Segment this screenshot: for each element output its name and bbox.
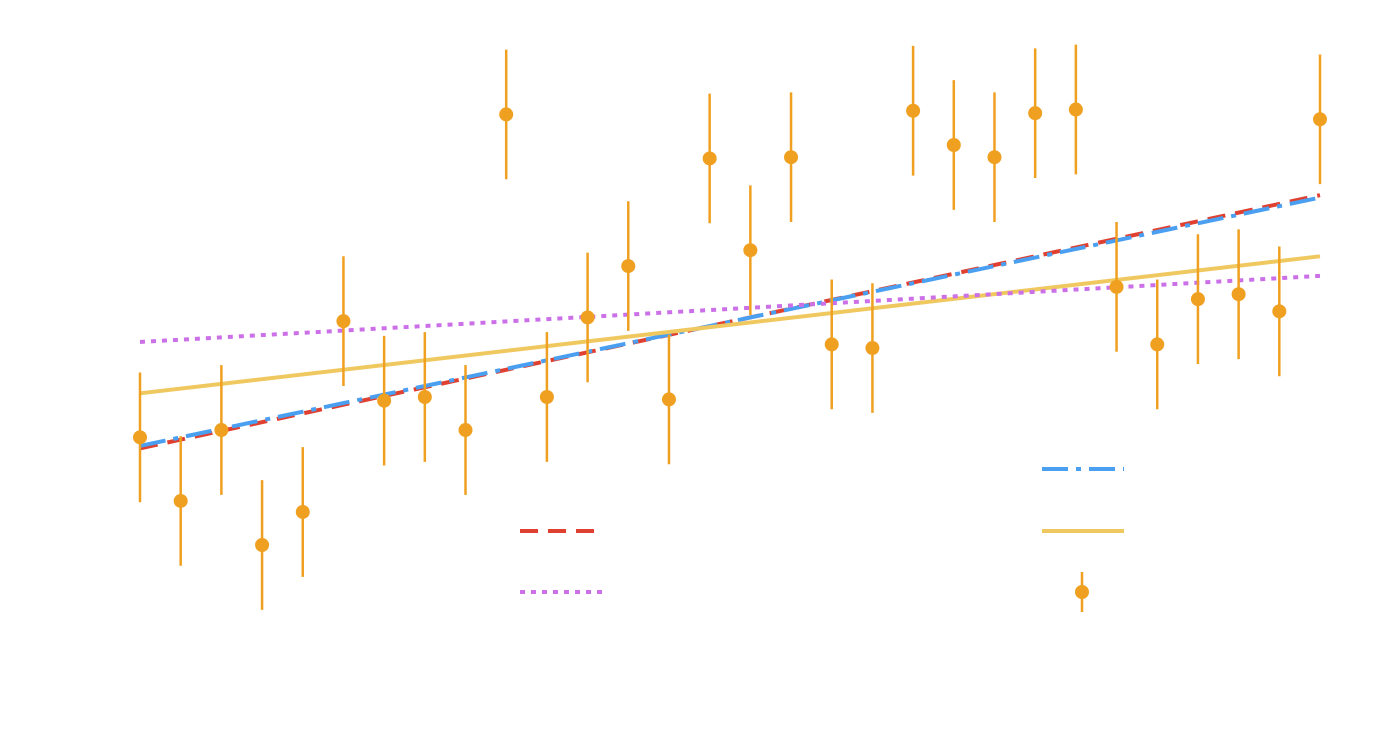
data-point (865, 283, 880, 413)
data-point (580, 252, 595, 383)
data-point (255, 480, 270, 610)
point-marker (743, 243, 758, 258)
data-point (1190, 234, 1205, 364)
point-marker (173, 493, 188, 508)
point-marker (621, 259, 636, 274)
point-marker (539, 389, 554, 404)
data-point (1272, 246, 1287, 377)
point-marker (417, 389, 432, 404)
data-point (1068, 44, 1083, 175)
point-marker (1231, 287, 1246, 302)
point-marker (499, 107, 514, 122)
data-point (1109, 222, 1124, 352)
fit-line-solid (139, 254, 1321, 396)
point-marker (661, 392, 676, 407)
data-point (987, 92, 1002, 223)
data-point (377, 335, 392, 466)
data-point (417, 332, 432, 462)
data-point (214, 365, 229, 495)
fit-line-dashdot (139, 195, 1321, 448)
point-marker (255, 538, 270, 553)
point-marker (906, 103, 921, 118)
data-point (295, 447, 310, 577)
data-point (661, 334, 676, 465)
point-marker (295, 504, 310, 519)
data-point (336, 256, 351, 386)
data-point (743, 185, 758, 316)
point-marker (1028, 106, 1043, 121)
point-marker (987, 150, 1002, 165)
point-marker (377, 393, 392, 408)
point-marker (1068, 102, 1083, 117)
legend-point-marker (1075, 585, 1089, 599)
legend (520, 467, 1124, 612)
point-marker (214, 423, 229, 438)
data-point (1231, 229, 1246, 360)
point-marker (133, 430, 147, 445)
point-marker (1109, 279, 1124, 294)
data-point (133, 372, 147, 503)
data-point (946, 80, 961, 210)
point-marker (580, 310, 595, 325)
data-point (458, 365, 473, 495)
data-point (1313, 54, 1327, 185)
data-point (173, 436, 188, 566)
data-point (702, 93, 717, 224)
data-point (906, 45, 921, 176)
fit-line-dotted (139, 273, 1321, 344)
fit-lines (139, 193, 1321, 451)
point-marker (1313, 112, 1327, 127)
point-marker (946, 137, 961, 152)
data-point (1028, 48, 1043, 179)
data-point (539, 332, 554, 462)
point-marker (702, 151, 717, 166)
data-point (784, 92, 799, 223)
data-points (133, 44, 1327, 610)
point-marker (1150, 337, 1165, 352)
point-marker (1190, 292, 1205, 307)
data-point (621, 201, 636, 331)
data-point (824, 279, 839, 410)
legend-swatch-points (1075, 572, 1089, 612)
data-point (1150, 279, 1165, 410)
data-point (499, 49, 514, 180)
point-marker (1272, 304, 1287, 319)
point-marker (458, 423, 473, 438)
point-marker (336, 314, 351, 329)
point-marker (824, 337, 839, 352)
point-marker (784, 150, 799, 165)
point-marker (865, 341, 880, 356)
